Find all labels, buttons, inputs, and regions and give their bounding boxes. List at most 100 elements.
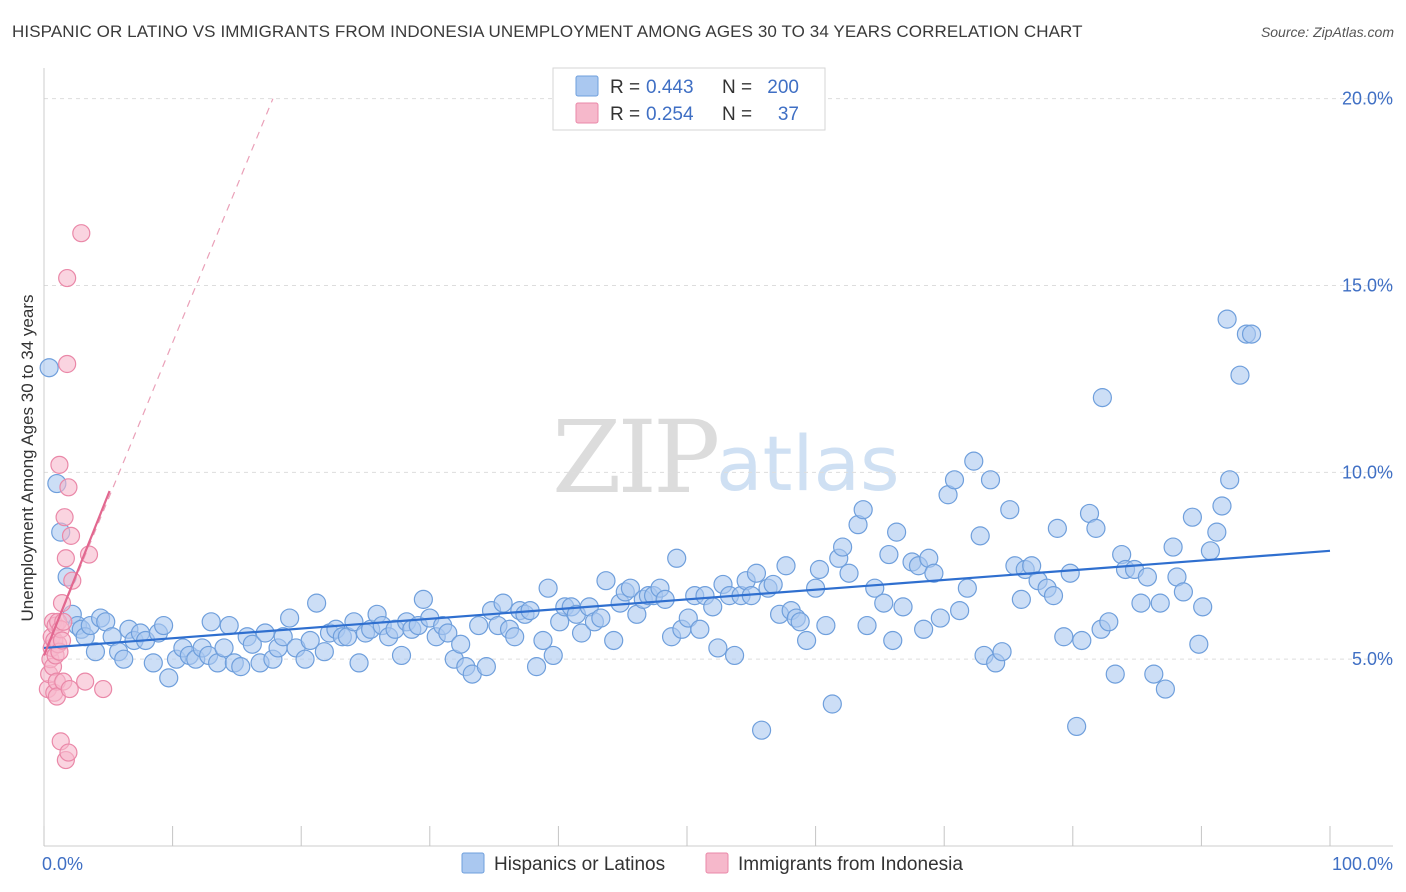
- point-hispanics-187: [1150, 593, 1170, 613]
- point-hispanics-132: [809, 559, 830, 580]
- point-indonesia-34: [76, 672, 95, 691]
- point-hispanics-94: [591, 608, 611, 628]
- point-hispanics-9: [85, 642, 106, 662]
- point-hispanics-64: [413, 589, 433, 609]
- point-hispanics-175: [1072, 630, 1092, 651]
- point-hispanics-158: [970, 526, 990, 546]
- point-hispanics-157: [964, 451, 984, 471]
- x-tick-label-100: 100.0%: [1332, 854, 1393, 874]
- bottom-legend-swatch-pink: [705, 852, 729, 874]
- legend-n-value-1: 200: [767, 77, 799, 98]
- point-hispanics-170: [1043, 586, 1064, 606]
- point-hispanics-191: [1173, 582, 1193, 602]
- point-hispanics-139: [853, 500, 873, 520]
- legend-swatch-blue: [575, 75, 599, 97]
- point-hispanics-22: [159, 668, 179, 688]
- legend-r-value-1: 0.443: [646, 77, 694, 98]
- legend-r-value-2: 0.254: [646, 104, 694, 125]
- point-hispanics-70: [451, 634, 471, 654]
- legend-n-label-2: N =: [722, 104, 752, 125]
- point-hispanics-32: [219, 615, 239, 636]
- point-hispanics-184: [1131, 593, 1151, 613]
- point-hispanics-84: [533, 630, 553, 651]
- point-hispanics-83: [526, 657, 547, 677]
- point-hispanics-189: [1163, 537, 1183, 557]
- point-hispanics-141: [865, 578, 885, 598]
- point-hispanics-133: [816, 615, 836, 636]
- bottom-legend-label-indonesia: Immigrants from Indonesia: [738, 854, 963, 875]
- point-hispanics-145: [887, 522, 907, 542]
- x-tick-label-0: 0.0%: [42, 854, 83, 874]
- point-hispanics-105: [655, 589, 675, 609]
- trendline-hispanics: [43, 549, 1331, 650]
- point-indonesia-35: [79, 545, 99, 564]
- y-tick-label-20: 20.0%: [1342, 89, 1393, 109]
- y-tick-label-10: 10.0%: [1342, 462, 1393, 482]
- point-hispanics-91: [571, 623, 592, 643]
- point-hispanics-42: [280, 608, 300, 628]
- point-indonesia-26: [58, 268, 77, 288]
- point-hispanics-185: [1137, 567, 1157, 587]
- point-hispanics-136: [833, 537, 853, 557]
- point-hispanics-45: [300, 630, 320, 651]
- point-hispanics-151: [924, 563, 944, 583]
- point-hispanics-144: [883, 630, 903, 651]
- point-hispanics-44: [295, 649, 315, 669]
- point-hispanics-149: [914, 619, 934, 639]
- point-hispanics-109: [678, 608, 698, 628]
- point-hispanics-38: [255, 623, 275, 643]
- point-hispanics-124: [763, 574, 783, 595]
- point-hispanics-154: [944, 470, 965, 490]
- legend: R = 0.443 N = 200 R = 0.254 N = 37: [552, 67, 826, 131]
- point-indonesia-27: [58, 354, 77, 374]
- point-indonesia-24: [56, 549, 75, 568]
- bottom-legend-swatch-blue: [461, 852, 485, 874]
- point-hispanics-60: [391, 645, 412, 666]
- point-hispanics-193: [1189, 634, 1209, 654]
- legend-r-label-2: R =: [610, 104, 640, 125]
- point-hispanics-196: [1207, 522, 1227, 542]
- point-hispanics-143: [879, 544, 899, 565]
- point-hispanics-130: [796, 630, 817, 651]
- point-hispanics-74: [476, 657, 496, 677]
- point-hispanics-86: [543, 645, 563, 666]
- point-hispanics-180: [1105, 664, 1125, 684]
- point-hispanics-142: [874, 593, 894, 613]
- point-hispanics-99: [620, 578, 641, 598]
- point-indonesia-31: [61, 526, 81, 545]
- point-hispanics-19: [143, 653, 163, 673]
- point-indonesia-30: [60, 679, 79, 699]
- gridlines: [44, 98, 1393, 660]
- legend-n-value-2: 37: [778, 104, 799, 125]
- point-indonesia-23: [55, 508, 74, 527]
- point-hispanics-96: [604, 630, 624, 651]
- point-hispanics-52: [344, 612, 364, 632]
- trendline-indonesia: [42, 490, 111, 656]
- legend-r-label-1: R =: [610, 77, 640, 98]
- watermark-atlas: atlas: [716, 419, 900, 508]
- point-hispanics-129: [790, 612, 810, 632]
- point-hispanics-156: [957, 578, 977, 598]
- point-hispanics-177: [1086, 518, 1106, 538]
- point-hispanics-77: [493, 593, 513, 613]
- point-indonesia-28: [59, 478, 78, 497]
- point-hispanics-171: [1047, 518, 1067, 538]
- point-hispanics-137: [839, 563, 859, 583]
- legend-swatch-pink: [575, 102, 599, 124]
- trendlines: [42, 98, 1331, 656]
- point-hispanics-198: [1220, 470, 1240, 490]
- y-axis-label: Unemployment Among Ages 30 to 34 years: [18, 295, 37, 622]
- point-hispanics-152: [930, 608, 950, 628]
- point-hispanics-165: [1011, 589, 1031, 609]
- point-hispanics-140: [857, 615, 877, 636]
- point-hispanics-163: [1000, 500, 1020, 520]
- trendline-indonesia-extended: [43, 98, 274, 656]
- x-tick-labels: 0.0% 100.0%: [42, 854, 1393, 874]
- point-hispanics-195: [1200, 541, 1221, 561]
- point-indonesia-36: [94, 679, 113, 699]
- y-tick-label-5: 5.0%: [1352, 649, 1393, 669]
- point-hispanics-21: [153, 615, 174, 636]
- point-hispanics-160: [980, 470, 1001, 490]
- point-hispanics-122: [751, 720, 772, 740]
- point-hispanics-107: [667, 548, 687, 568]
